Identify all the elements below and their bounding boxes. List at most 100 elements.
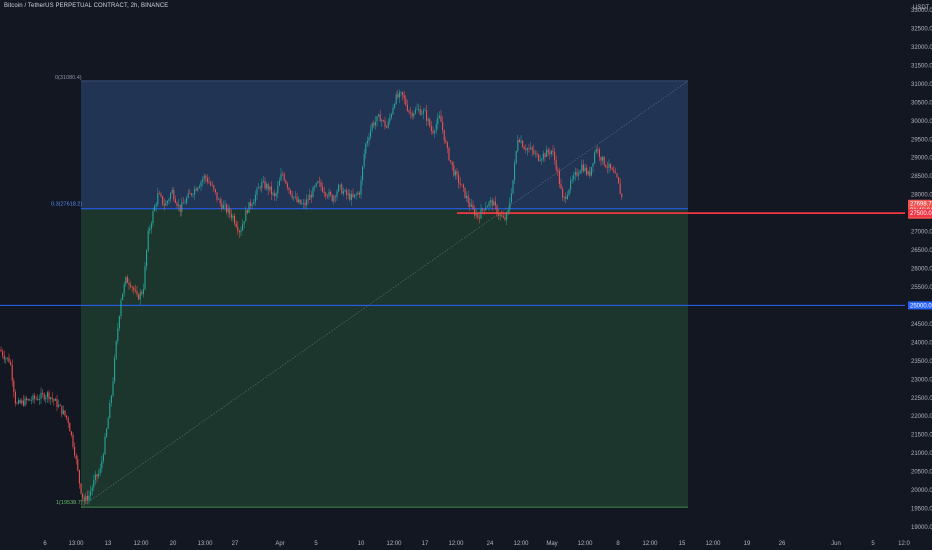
candle-body (384, 120, 386, 127)
y-tick-label: 23500.0 (911, 359, 932, 365)
fib-zone-upper (81, 80, 688, 209)
candle (542, 150, 544, 162)
candle-body (72, 435, 74, 447)
candle (34, 392, 36, 404)
candle-body (246, 210, 248, 213)
y-tick-label: 26000.0 (911, 267, 932, 273)
candle-body (82, 493, 84, 498)
candle (74, 442, 76, 458)
candle (598, 147, 600, 162)
candle-body (381, 120, 383, 122)
candle (42, 389, 44, 398)
candle-body (16, 403, 18, 404)
candle (573, 171, 575, 183)
candle-body (37, 398, 39, 400)
candle (517, 134, 519, 153)
candle-body (238, 230, 240, 233)
candle-body (186, 197, 188, 204)
candle-body (122, 293, 124, 301)
candle (371, 121, 373, 133)
candle-body (208, 181, 210, 183)
candle-body (558, 170, 560, 185)
candle (360, 175, 362, 199)
candle (402, 91, 404, 101)
candle (253, 199, 255, 205)
candle-body (386, 126, 388, 128)
candle-body (597, 149, 599, 150)
candle-body (90, 491, 92, 496)
candle (5, 356, 7, 364)
candle-body (8, 357, 10, 363)
candle-body (595, 149, 597, 153)
candle-body (346, 190, 348, 195)
candle (392, 104, 394, 115)
support-price-label: 27500.0 (910, 211, 932, 217)
candle (211, 180, 213, 187)
candle (546, 145, 548, 158)
candle (390, 112, 392, 120)
candle-body (202, 179, 204, 182)
candle (128, 278, 130, 290)
candle (304, 199, 306, 209)
candle (328, 188, 330, 200)
candle (486, 204, 488, 208)
candle (146, 249, 148, 271)
candle-body (440, 115, 442, 122)
candle-body (448, 147, 450, 161)
candle (507, 207, 509, 216)
candle (333, 194, 335, 205)
candle (176, 201, 178, 209)
candle (163, 198, 165, 211)
candle-body (179, 204, 181, 212)
candle (488, 200, 490, 211)
candle-body (454, 171, 456, 176)
candle (616, 172, 618, 179)
candle-body (344, 190, 346, 192)
candle-body (165, 203, 167, 206)
y-tick-label: 21000.0 (911, 451, 932, 457)
candle-body (437, 117, 439, 125)
candle-body (69, 423, 71, 432)
candle-body (541, 158, 543, 161)
candle-body (474, 208, 476, 216)
candle (363, 148, 365, 169)
candle-body (133, 287, 135, 291)
candle (22, 395, 24, 407)
y-tick-label: 23000.0 (911, 377, 932, 383)
candle (531, 146, 533, 157)
candle-body (150, 223, 152, 229)
candle (427, 116, 429, 126)
candle (248, 202, 250, 213)
candle-body (592, 163, 594, 167)
candle (414, 106, 416, 115)
candle-body (221, 203, 223, 209)
candle (370, 124, 372, 140)
candle-body (366, 140, 368, 144)
candle-body (226, 204, 228, 213)
candle (32, 393, 34, 403)
candle (154, 204, 156, 212)
candle-body (557, 169, 559, 171)
candle (482, 207, 484, 214)
candle-body (482, 208, 484, 210)
candle-body (163, 204, 165, 206)
candle (110, 394, 112, 407)
time-axis[interactable]: 6 13:00 13 12:00 20 13:00 27 Apr 5 10 12:00 17 12:00… (43, 541, 910, 547)
candle (240, 226, 242, 237)
candle (523, 145, 525, 150)
candle (477, 213, 479, 221)
candle (470, 199, 472, 208)
candle-body (66, 415, 68, 418)
candle (557, 166, 559, 177)
candle (118, 315, 120, 332)
candle-body (582, 164, 584, 172)
candle (293, 196, 295, 202)
candle (261, 178, 263, 193)
candle (203, 173, 205, 184)
candle-body (214, 189, 216, 193)
candle-body (314, 186, 316, 188)
candle (182, 197, 184, 204)
candle (485, 201, 487, 212)
